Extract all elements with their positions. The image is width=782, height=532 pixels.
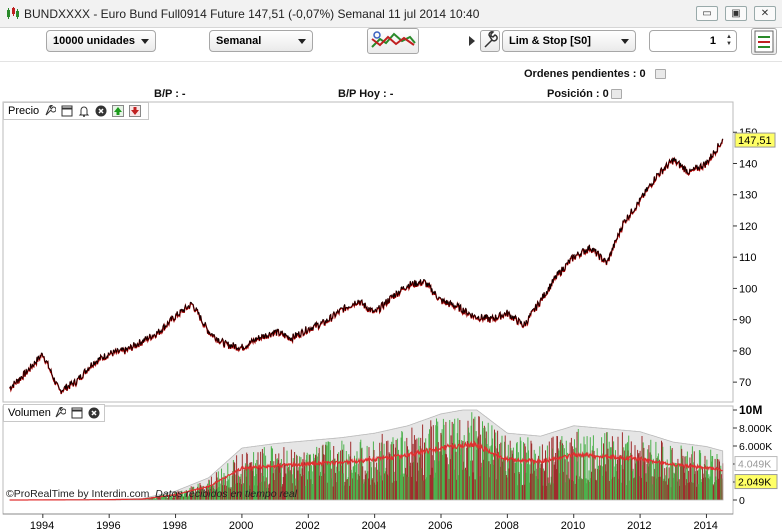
window-icon[interactable] — [61, 105, 73, 117]
move-up-icon[interactable] — [112, 105, 124, 117]
chart-area[interactable]: 150140130120110100908070147,5110M8.000K6… — [0, 100, 782, 532]
volume-average-badge — [734, 456, 778, 472]
x-tick-label: 2014 — [693, 520, 717, 532]
axes: 150140130120110100908070147,5110M8.000K6… — [3, 127, 778, 532]
volume-last-badge — [734, 474, 778, 490]
wrench-icon[interactable] — [54, 407, 66, 419]
title-bar: BUNDXXXX - Euro Bund Full0914 Future 147… — [0, 0, 782, 28]
price-line-series — [9, 138, 724, 394]
wrench-icon[interactable] — [44, 105, 56, 117]
candlestick-icon — [7, 7, 19, 19]
spinner-arrows-icon[interactable]: ▲ ▼ — [726, 34, 732, 47]
toolbar: 10000 unidades Semanal Lim & Stop [S0] 1… — [0, 28, 782, 62]
pnl-today-text: B/P Hoy : - — [338, 88, 394, 100]
price-panel-title: Precio — [8, 105, 40, 117]
price-tick-label: 140 — [739, 158, 757, 170]
restore-button[interactable]: ▣ — [725, 6, 747, 21]
expand-arrow-icon[interactable] — [469, 36, 475, 46]
chevron-down-icon — [141, 39, 149, 44]
window-title: BUNDXXXX - Euro Bund Full0914 Future 147… — [24, 7, 480, 21]
strategy-chart-button[interactable] — [367, 28, 419, 54]
period-dropdown[interactable]: Semanal — [209, 30, 313, 52]
price-tick-label: 130 — [739, 190, 757, 202]
x-tick-label: 2012 — [627, 520, 651, 532]
quantity-stepper[interactable]: 1 ▲ ▼ — [649, 30, 737, 52]
price-tick-label: 100 — [739, 283, 757, 295]
window-icon[interactable] — [71, 407, 83, 419]
volume-last-label: 2.049K — [738, 477, 771, 489]
price-tick-label: 110 — [739, 252, 757, 264]
x-tick-label: 2008 — [494, 520, 518, 532]
order-type-dropdown[interactable]: Lim & Stop [S0] — [502, 30, 636, 52]
volume-panel-title: Volumen — [8, 407, 51, 419]
x-tick-label: 2002 — [295, 520, 319, 532]
x-tick-label: 1996 — [96, 520, 120, 532]
price-volume-chart[interactable]: 150140130120110100908070147,5110M8.000K6… — [0, 100, 782, 532]
close-button[interactable]: ✕ — [754, 6, 776, 21]
order-type-value: Lim & Stop [S0] — [509, 35, 591, 47]
price-tick-label: 80 — [739, 346, 751, 358]
close-position-icon[interactable] — [611, 89, 622, 99]
x-tick-label: 1994 — [30, 520, 54, 532]
order-book-button[interactable] — [751, 28, 777, 55]
alarm-bell-icon[interactable] — [78, 105, 90, 117]
quantity-value: 1 — [709, 35, 716, 47]
x-tick-label: 1998 — [163, 520, 187, 532]
data-credit: ©ProRealTime by Interdin.com Datos recib… — [6, 488, 297, 500]
volume-tick-label: 10M — [739, 403, 762, 417]
units-value: 10000 unidades — [53, 35, 135, 47]
wrench-icon — [484, 31, 498, 48]
move-down-icon[interactable] — [129, 105, 141, 117]
price-panel-frame — [2, 101, 734, 403]
volume-tick-label: 0 — [739, 495, 745, 507]
chevron-down-icon — [298, 39, 306, 44]
price-tick-label: 90 — [739, 315, 751, 327]
price-tick-label: 120 — [739, 221, 757, 233]
trading-signals-icon — [371, 31, 416, 48]
period-value: Semanal — [216, 35, 262, 47]
minimize-button[interactable]: ▭ — [696, 6, 718, 21]
units-dropdown[interactable]: 10000 unidades — [46, 30, 156, 52]
x-tick-label: 2006 — [428, 520, 452, 532]
pnl-text: B/P : - — [154, 88, 186, 100]
credit-note: Datos recibidos en tiempo real — [155, 488, 297, 500]
order-list-icon — [754, 30, 774, 53]
cancel-orders-icon[interactable] — [655, 69, 666, 79]
close-icon[interactable] — [95, 105, 107, 117]
volume-moving-average — [9, 440, 723, 501]
price-panel-header: Precio — [3, 102, 149, 120]
close-icon[interactable] — [88, 407, 100, 419]
order-settings-button[interactable] — [480, 30, 500, 52]
volume-tick-label: 8.000K — [739, 423, 772, 435]
x-tick-label: 2004 — [362, 520, 386, 532]
pending-orders-text: Ordenes pendientes : 0 — [524, 68, 646, 80]
volume-panel-header: Volumen — [3, 404, 105, 422]
last-price-label: 147,51 — [738, 135, 772, 147]
credit-text: ©ProRealTime by Interdin.com — [6, 488, 150, 500]
price-tick-label: 70 — [739, 377, 751, 389]
volume-average-label: 4.049K — [738, 459, 771, 471]
volume-tick-label: 6.000K — [739, 441, 772, 453]
price-line — [8, 138, 724, 395]
last-price-badge — [734, 132, 776, 148]
x-tick-label: 2000 — [229, 520, 253, 532]
position-text: Posición : 0 — [547, 88, 609, 100]
x-tick-label: 2010 — [561, 520, 585, 532]
volume-bars — [9, 409, 724, 501]
chevron-down-icon — [621, 39, 629, 44]
